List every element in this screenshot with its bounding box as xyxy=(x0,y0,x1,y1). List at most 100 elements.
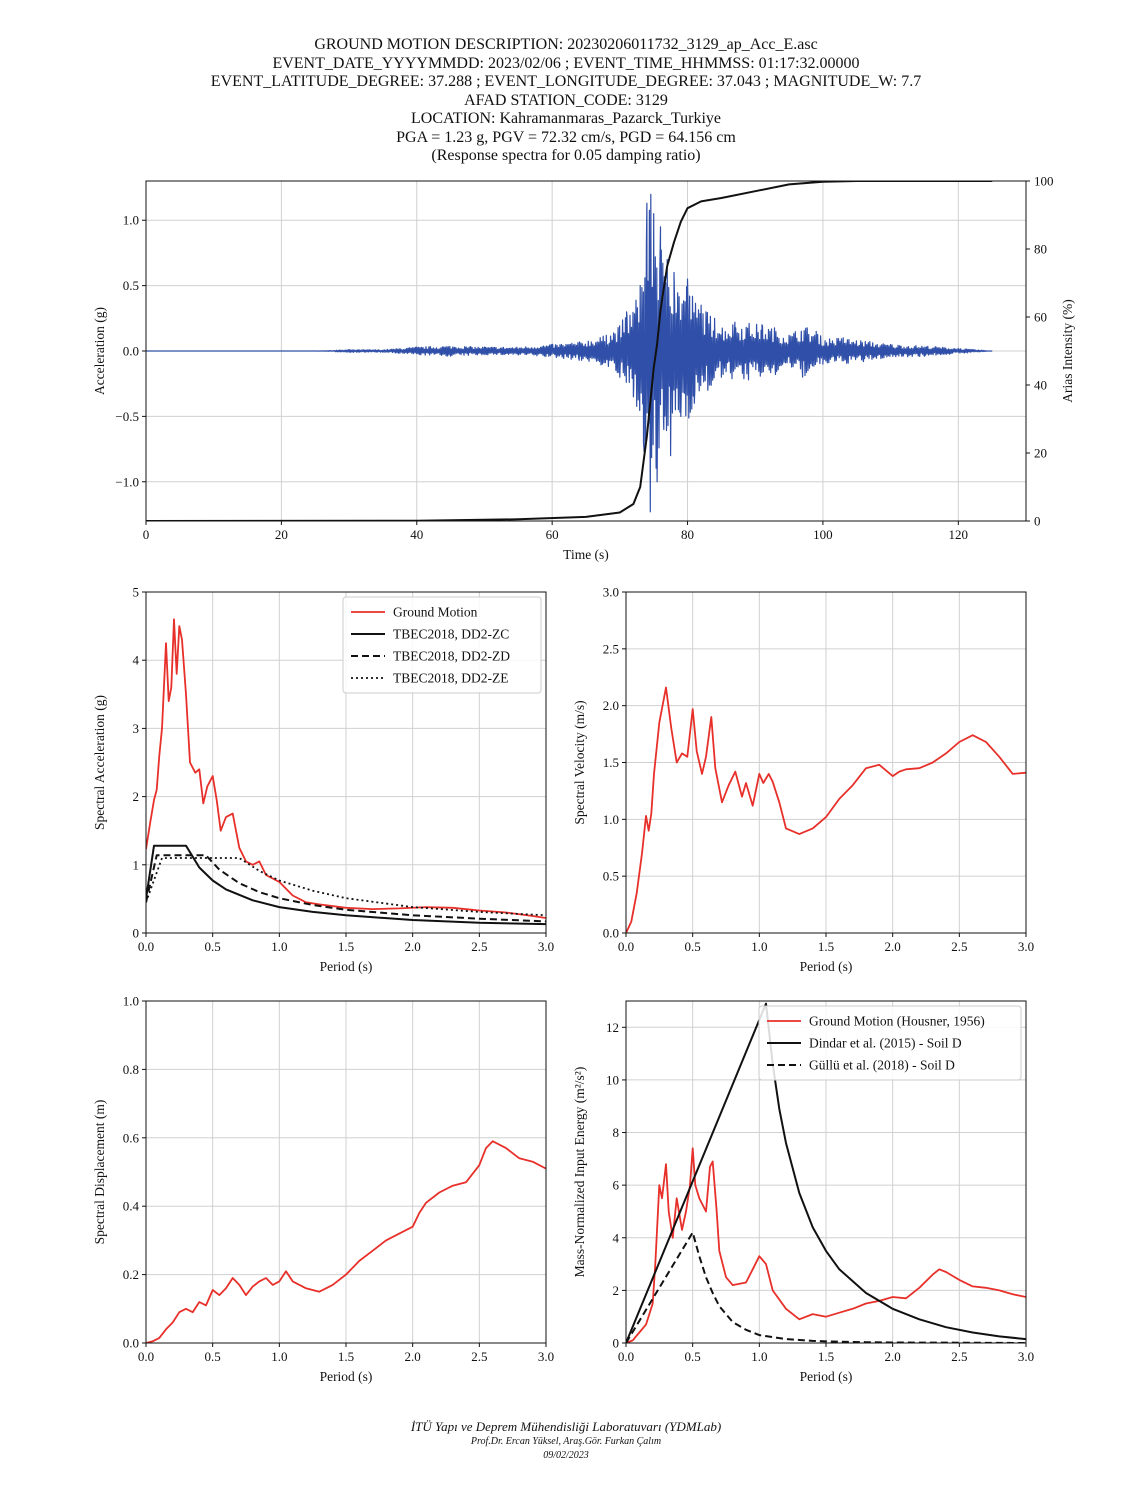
y-tick-label: 1.0 xyxy=(123,994,139,1009)
y-tick-label: 0 xyxy=(133,926,140,941)
spectral_velocity-plot-area xyxy=(626,686,1026,933)
x-tick-label: 1.0 xyxy=(271,939,287,954)
series-line-dindar-et-al-2015-soil-d xyxy=(626,1002,1026,1343)
peak-values-line: PGA = 1.23 g, PGV = 72.32 cm/s, PGD = 64… xyxy=(396,128,736,146)
y-tick-label: 0.0 xyxy=(123,1336,139,1351)
series-line-tbec2018-dd2-zd xyxy=(146,854,546,923)
y2-tick-label: 80 xyxy=(1034,242,1047,257)
y2-tick-label: 60 xyxy=(1034,310,1047,325)
x-tick-label: 1.0 xyxy=(751,1349,767,1364)
spectral_acceleration-chart: 0.0 0.5 1.0 1.5 2.0 2.5 3.0 0 1 2 3 4 5 Period (s) Spe… xyxy=(92,585,554,975)
x-tick-label: 0.0 xyxy=(618,1349,634,1364)
y-tick-label: 0.8 xyxy=(123,1062,139,1077)
series-line-tbec2018-dd2-zc xyxy=(146,844,546,926)
legend-box xyxy=(758,1005,1022,1081)
x-tick-label: 1.0 xyxy=(271,1349,287,1364)
y-tick-label: −1.0 xyxy=(115,474,139,489)
x-axis-label: Period (s) xyxy=(800,1369,853,1384)
station-code-line: AFAD STATION_CODE: 3129 xyxy=(464,91,668,109)
legend-label: Ground Motion (Housner, 1956) xyxy=(809,1014,985,1029)
legend-label: TBEC2018, DD2-ZD xyxy=(393,649,510,664)
footer-date: 09/02/2023 xyxy=(543,1450,589,1461)
x-tick-label: 3.0 xyxy=(1018,1349,1034,1364)
y-tick-label: 3 xyxy=(133,721,140,736)
figure-header: GROUND MOTION DESCRIPTION: 2023020601173… xyxy=(0,36,1132,166)
y-tick-label: 12 xyxy=(606,1020,619,1035)
x-tick-label: 60 xyxy=(546,527,559,542)
x-tick-label: 0 xyxy=(143,527,150,542)
legend-label: Güllü et al. (2018) - Soil D xyxy=(809,1058,955,1073)
y-tick-label: 4 xyxy=(133,653,140,668)
description-line: GROUND MOTION DESCRIPTION: 2023020601173… xyxy=(314,36,818,53)
y-tick-label: 0.5 xyxy=(123,278,139,293)
location-line: LOCATION: Kahramanmaras_Pazarck_Turkiye xyxy=(411,110,721,127)
input_energy-plot-area xyxy=(626,1002,1026,1343)
x-tick-label: 3.0 xyxy=(538,1349,554,1364)
x-tick-label: 3.0 xyxy=(538,939,554,954)
x-tick-label: 120 xyxy=(949,527,969,542)
x-tick-label: 3.0 xyxy=(1018,939,1034,954)
y-axis-label: Spectral Velocity (m/s) xyxy=(572,700,587,824)
x-tick-label: 0.0 xyxy=(138,939,154,954)
y-tick-label: 2 xyxy=(133,789,140,804)
y-tick-label: 0.5 xyxy=(603,869,619,884)
lab-name: İTÜ Yapı ve Deprem Mühendisliği Laboratu… xyxy=(410,1419,722,1434)
x-tick-label: 2.5 xyxy=(471,939,487,954)
legend-label: Dindar et al. (2015) - Soil D xyxy=(809,1036,962,1051)
x-tick-label: 1.5 xyxy=(338,939,354,954)
y-tick-label: 0.4 xyxy=(123,1199,140,1214)
event-date-line: EVENT_DATE_YYYYMMDD: 2023/02/06 ; EVENT_… xyxy=(272,54,860,72)
x-tick-label: 2.5 xyxy=(471,1349,487,1364)
legend-label: TBEC2018, DD2-ZC xyxy=(393,627,509,642)
time_history-plot-area xyxy=(146,181,993,521)
legend: Ground Motion (Housner, 1956) Dindar et a… xyxy=(758,1005,1022,1081)
x-tick-label: 40 xyxy=(410,527,423,542)
y2-axis-label: Arias Intensity (%) xyxy=(1060,299,1075,402)
y-tick-label: 1.0 xyxy=(123,213,139,228)
y-tick-label: 1 xyxy=(133,857,140,872)
x-tick-label: 2.0 xyxy=(885,1349,901,1364)
y-tick-label: 3.0 xyxy=(603,585,619,600)
y2-tick-label: 0 xyxy=(1034,514,1041,529)
x-tick-label: 2.5 xyxy=(951,1349,967,1364)
x-tick-label: 80 xyxy=(681,527,694,542)
legend-label: TBEC2018, DD2-ZE xyxy=(393,671,509,686)
y-tick-label: 0 xyxy=(613,1336,620,1351)
y-tick-label: 2 xyxy=(613,1283,620,1298)
x-tick-label: 0.5 xyxy=(685,1349,701,1364)
authors: Prof.Dr. Ercan Yüksel, Araş.Gör. Furkan … xyxy=(470,1436,662,1447)
x-tick-label: 0.0 xyxy=(618,939,634,954)
spectral_velocity-chart: 0.0 0.5 1.0 1.5 2.0 2.5 3.0 0.0 0.5 1.0 1.5 2.0 2.5 3… xyxy=(572,585,1034,975)
y-axis-label: Acceleration (g) xyxy=(92,307,107,395)
y-tick-label: 5 xyxy=(133,585,140,600)
x-tick-label: 0.0 xyxy=(138,1349,154,1364)
x-tick-label: 0.5 xyxy=(685,939,701,954)
y-tick-label: 4 xyxy=(613,1230,620,1245)
x-tick-label: 1.5 xyxy=(818,939,834,954)
series-line-g-ll-et-al-2018-soil-d xyxy=(626,1231,1026,1343)
x-tick-label: 0.5 xyxy=(205,1349,221,1364)
x-tick-label: 100 xyxy=(813,527,833,542)
figure-footer: İTÜ Yapı ve Deprem Mühendisliği Laboratu… xyxy=(0,1418,1132,1463)
input_energy-chart: 0.0 0.5 1.0 1.5 2.0 2.5 3.0 0 2 4 6 8 10 12 Period (s)… xyxy=(572,1000,1034,1384)
x-tick-label: 0.5 xyxy=(205,939,221,954)
x-tick-label: 1.5 xyxy=(338,1349,354,1364)
legend: Ground Motion TBEC2018, DD2-ZC TBEC2018, D… xyxy=(342,596,542,694)
y-tick-label: 1.0 xyxy=(603,812,619,827)
x-axis-label: Time (s) xyxy=(563,547,609,562)
series-line-arias xyxy=(146,181,993,521)
y-tick-label: 6 xyxy=(613,1178,620,1193)
event-location-line: EVENT_LATITUDE_DEGREE: 37.288 ; EVENT_LO… xyxy=(210,73,922,90)
y-tick-label: 8 xyxy=(613,1125,620,1140)
y2-tick-label: 100 xyxy=(1034,174,1054,189)
legend-box xyxy=(342,596,542,694)
y2-tick-label: 40 xyxy=(1034,378,1047,393)
time_history-chart: 0 20 40 60 80 100 120 −1.0 −0.5 0.0 0.5 1.0 0 20 40 60 8… xyxy=(92,174,1075,563)
spectral_acceleration-plot-area xyxy=(146,618,546,926)
spectral_displacement-chart: 0.0 0.5 1.0 1.5 2.0 2.5 3.0 0.0 0.2 0.4 0.6 0.8 1.0 P… xyxy=(92,994,554,1385)
series-line-ground-motion-housner-1956 xyxy=(626,1147,1026,1343)
x-tick-label: 2.0 xyxy=(405,1349,421,1364)
y-tick-label: 0.2 xyxy=(123,1267,139,1282)
y2-tick-label: 20 xyxy=(1034,446,1047,461)
